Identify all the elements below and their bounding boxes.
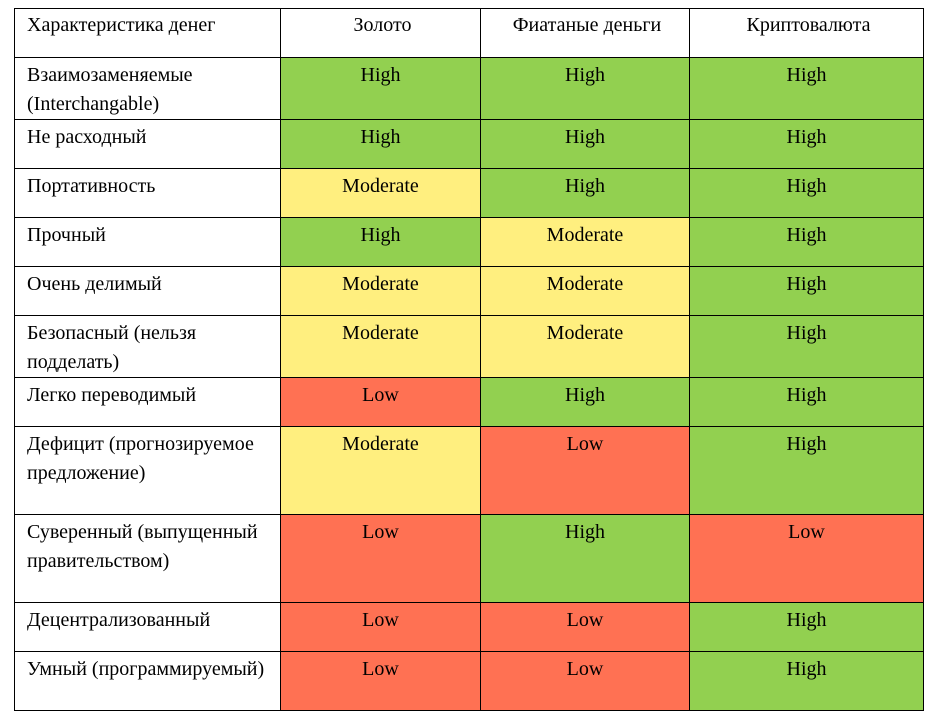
header-row: Характеристика денег Золото Фиатаные ден…: [14, 8, 924, 58]
header-gold: Золото: [280, 8, 481, 58]
cell-fiat: Low: [480, 426, 690, 515]
table-row: Не расходный High High High: [14, 119, 924, 169]
row-label: Легко переводимый: [14, 377, 281, 427]
row-label: Умный (программируемый): [14, 651, 281, 711]
cell-gold: Moderate: [280, 266, 481, 316]
cell-fiat: High: [480, 168, 690, 218]
cell-gold: Moderate: [280, 426, 481, 515]
table-row: Безопасный (нельзя подделать) Moderate Mod…: [14, 315, 924, 378]
row-label: Безопасный (нельзя подделать): [14, 315, 281, 378]
cell-crypto: High: [689, 377, 924, 427]
cell-crypto: Low: [689, 514, 924, 603]
row-label: Децентрализованный: [14, 602, 281, 652]
cell-gold: High: [280, 57, 481, 120]
header-crypto: Криптовалюта: [689, 8, 924, 58]
cell-crypto: High: [689, 217, 924, 267]
row-label: Взаимозаменяемые (Interchangable): [14, 57, 281, 120]
cell-fiat: Moderate: [480, 266, 690, 316]
cell-fiat: High: [480, 377, 690, 427]
cell-gold: Low: [280, 651, 481, 711]
row-label: Портативность: [14, 168, 281, 218]
cell-fiat: Low: [480, 651, 690, 711]
cell-crypto: High: [689, 266, 924, 316]
cell-crypto: High: [689, 119, 924, 169]
header-fiat: Фиатаные деньги: [480, 8, 690, 58]
header-characteristic: Характеристика денег: [14, 8, 281, 58]
table-row: Прочный High Moderate High: [14, 217, 924, 267]
table-row: Децентрализованный Low Low High: [14, 602, 924, 652]
cell-fiat: High: [480, 514, 690, 603]
comparison-table: Характеристика денег Золото Фиатаные ден…: [14, 8, 924, 711]
table-row: Портативность Moderate High High: [14, 168, 924, 218]
cell-crypto: High: [689, 315, 924, 378]
table-row: Суверенный (выпущенный правительством) Lo…: [14, 514, 924, 603]
row-label: Не расходный: [14, 119, 281, 169]
table-body: Взаимозаменяемые (Interchangable) High Hig…: [14, 57, 924, 711]
cell-gold: Low: [280, 514, 481, 603]
row-label: Суверенный (выпущенный правительством): [14, 514, 281, 603]
row-label: Очень делимый: [14, 266, 281, 316]
cell-gold: Moderate: [280, 315, 481, 378]
cell-crypto: High: [689, 602, 924, 652]
cell-crypto: High: [689, 426, 924, 515]
cell-fiat: Moderate: [480, 217, 690, 267]
cell-gold: Moderate: [280, 168, 481, 218]
cell-gold: High: [280, 217, 481, 267]
row-label: Дефицит (прогнозируемое предложение): [14, 426, 281, 515]
table-row: Очень делимый Moderate Moderate High: [14, 266, 924, 316]
cell-fiat: Low: [480, 602, 690, 652]
cell-gold: Low: [280, 377, 481, 427]
cell-crypto: High: [689, 57, 924, 120]
cell-fiat: High: [480, 119, 690, 169]
table-row: Взаимозаменяемые (Interchangable) High Hig…: [14, 57, 924, 120]
cell-crypto: High: [689, 168, 924, 218]
cell-fiat: Moderate: [480, 315, 690, 378]
table-row: Умный (программируемый) Low Low High: [14, 651, 924, 711]
cell-gold: Low: [280, 602, 481, 652]
cell-crypto: High: [689, 651, 924, 711]
table-row: Дефицит (прогнозируемое предложение) Mode…: [14, 426, 924, 515]
table-row: Легко переводимый Low High High: [14, 377, 924, 427]
cell-gold: High: [280, 119, 481, 169]
cell-fiat: High: [480, 57, 690, 120]
row-label: Прочный: [14, 217, 281, 267]
